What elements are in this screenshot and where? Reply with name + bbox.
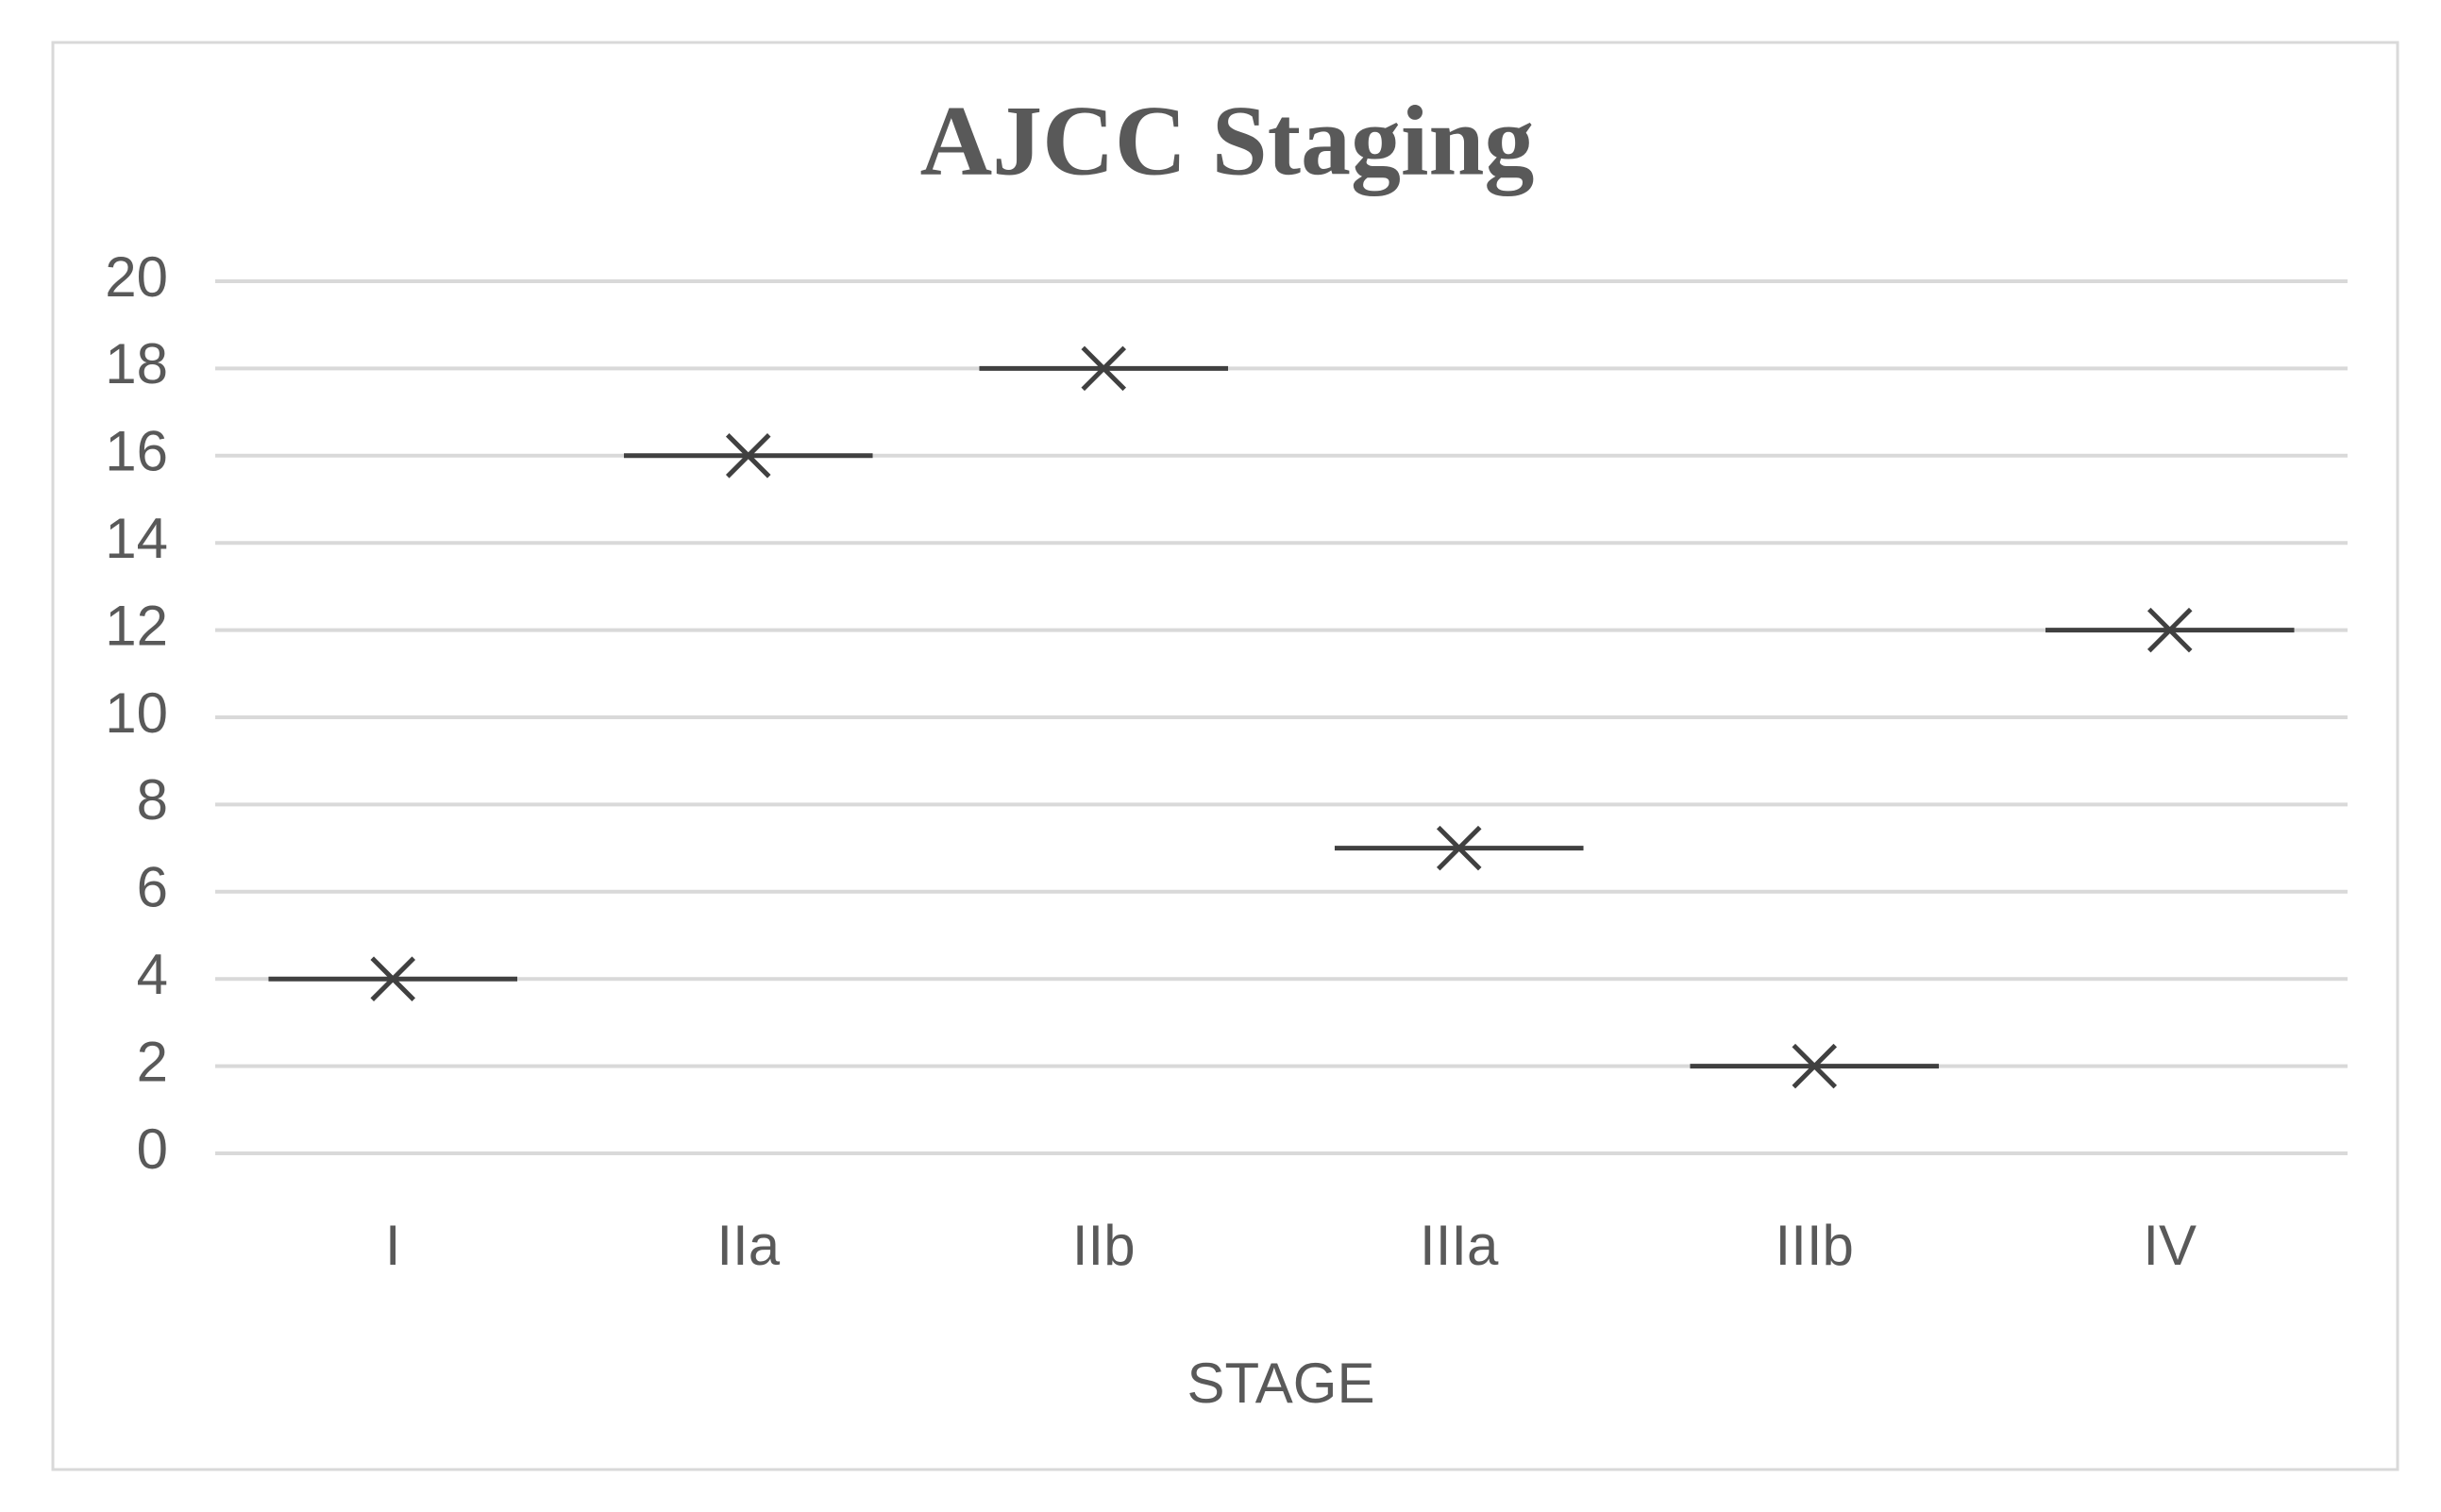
y-tick-label: 20: [105, 245, 168, 309]
marker: [1690, 1043, 1940, 1089]
marker-stroke: [1081, 345, 1127, 392]
chart-border: [51, 41, 2399, 1471]
marker: [1334, 825, 1584, 871]
x-axis-title: STAGE: [1187, 1352, 1375, 1415]
x-tick-label: IV: [2143, 1214, 2197, 1277]
y-tick-label: 14: [105, 507, 168, 570]
y-tick-label: 2: [137, 1030, 168, 1093]
marker: [268, 956, 518, 1001]
marker-stroke: [1792, 1043, 1838, 1089]
x-tick-label: IIIa: [1420, 1214, 1499, 1277]
marker-stroke: [725, 433, 771, 479]
marker-stroke: [1436, 825, 1482, 871]
x-tick-label: IIIb: [1776, 1214, 1854, 1277]
marker-stroke: [2146, 607, 2193, 653]
y-tick-label: 6: [137, 856, 168, 919]
y-tick-label: 16: [105, 420, 168, 483]
marker: [623, 433, 873, 479]
x-tick-label: I: [385, 1214, 401, 1277]
y-tick-label: 12: [105, 594, 168, 657]
chart-title: AJCC Staging: [920, 85, 1535, 195]
y-tick-label: 4: [137, 943, 168, 1006]
x-tick-label: IIb: [1072, 1214, 1136, 1277]
y-tick-label: 0: [137, 1117, 168, 1181]
marker-stroke: [370, 956, 416, 1001]
marker: [979, 345, 1229, 392]
marker: [2045, 607, 2295, 653]
y-tick-label: 10: [105, 681, 168, 745]
y-tick-label: 18: [105, 332, 168, 395]
y-tick-label: 8: [137, 768, 168, 832]
x-tick-label: IIa: [716, 1214, 780, 1277]
